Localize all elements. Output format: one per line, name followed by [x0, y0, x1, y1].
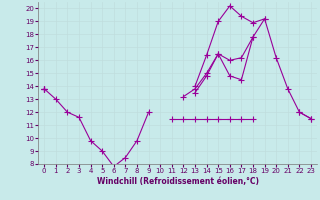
X-axis label: Windchill (Refroidissement éolien,°C): Windchill (Refroidissement éolien,°C)	[97, 177, 259, 186]
